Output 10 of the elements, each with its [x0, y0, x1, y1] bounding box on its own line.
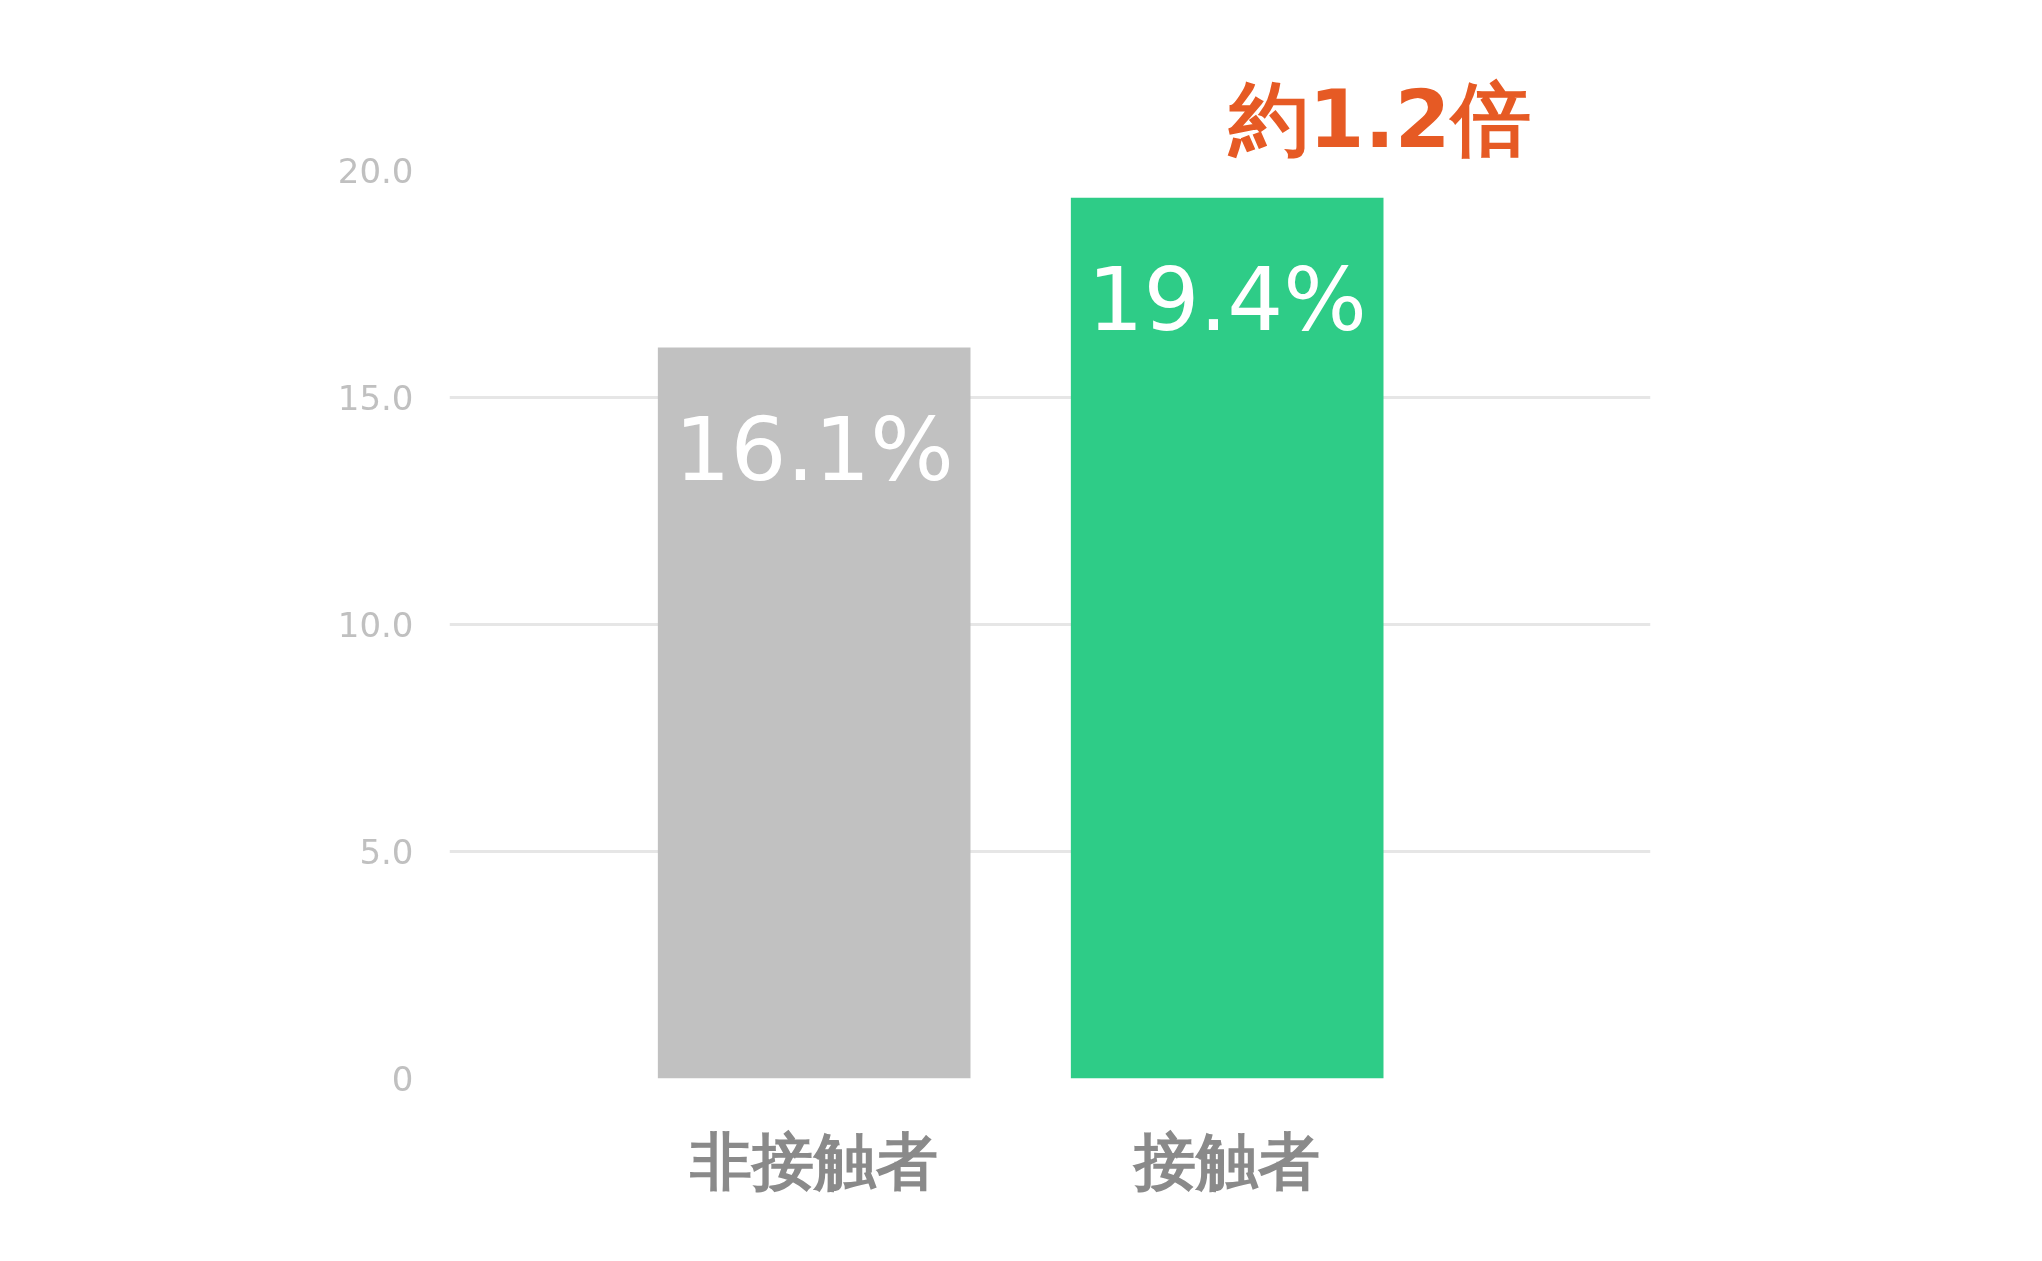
y-tick-label: 0 — [391, 1059, 414, 1099]
text: 約1.2倍 — [1226, 72, 1531, 166]
x-tick-label: 接触者 — [1132, 1124, 1321, 1198]
y-tick-label: 5.0 — [359, 832, 414, 872]
data-label: 16.1% — [674, 397, 954, 501]
y-tick-label: 20.0 — [337, 151, 414, 191]
y-tick-label: 10.0 — [337, 605, 414, 645]
x-tick-label: 非接触者 — [689, 1124, 939, 1198]
data-label: 19.4% — [1087, 247, 1367, 351]
y-tick-label: 15.0 — [337, 378, 414, 418]
